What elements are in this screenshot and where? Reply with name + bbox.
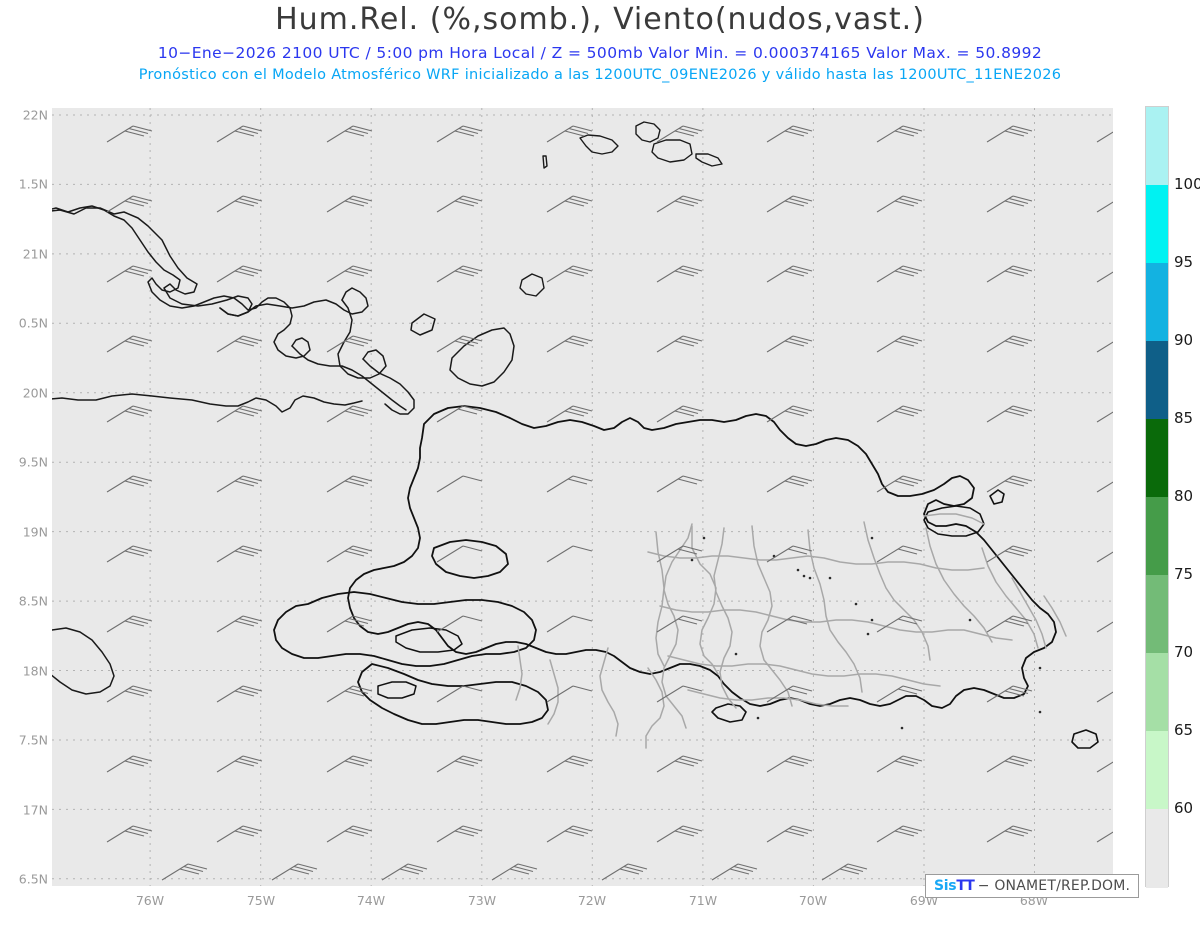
y-tick-label: 17N xyxy=(22,802,48,818)
y-tick-label: 18N xyxy=(22,663,48,679)
cuba-coastline xyxy=(52,205,407,411)
colorbar-segment-75-80 xyxy=(1146,497,1168,575)
map-plot-area[interactable] xyxy=(52,108,1113,886)
x-tick-label: 75W xyxy=(246,893,276,908)
y-tick-label: 7.5N xyxy=(18,732,48,748)
y-tick-label: 20N xyxy=(22,385,48,401)
x-tick-label: 73W xyxy=(467,893,497,908)
x-tick-label: 71W xyxy=(688,893,718,908)
colorbar-tick-75: 75 xyxy=(1174,565,1194,583)
y-tick-label: 1.5N xyxy=(18,176,48,192)
colorbar-tick-60: 60 xyxy=(1174,799,1194,817)
colorbar-tick-70: 70 xyxy=(1174,643,1194,661)
dr-coast-details xyxy=(711,489,1099,749)
subtitle-run-info: 10−Ene−2026 2100 UTC / 5:00 pm Hora Loca… xyxy=(157,44,1043,62)
attribution-box: Sis TT − ONAMET/REP.DOM. xyxy=(925,874,1140,898)
x-tick-label: 74W xyxy=(356,893,386,908)
haiti-peninsulas xyxy=(273,539,549,725)
page-title: Hum.Rel. (%,somb.), Viento(nudos,vast.) xyxy=(275,2,925,37)
hispaniola-coastline xyxy=(347,405,1057,709)
colorbar-segment-60-65 xyxy=(1146,731,1168,809)
colorbar-segment-65-70 xyxy=(1146,653,1168,731)
y-tick-label: 8.5N xyxy=(18,593,48,609)
colorbar-tick-80: 80 xyxy=(1174,487,1194,505)
y-tick-label: 22N xyxy=(22,107,48,123)
logo-tt-text: TT xyxy=(956,878,974,894)
colorbar[interactable] xyxy=(1145,106,1169,888)
province-boundaries xyxy=(515,513,1067,749)
y-tick-label: 21N xyxy=(22,246,48,262)
logo-sis-text: Sis xyxy=(934,878,957,894)
gonave-island xyxy=(377,627,463,699)
y-tick-label: 0.5N xyxy=(18,315,48,331)
subtitle-model-info: Pronóstico con el Modelo Atmosférico WRF… xyxy=(138,67,1062,83)
colorbar-segment-100-plus xyxy=(1146,107,1168,185)
colorbar-segment-80-85 xyxy=(1146,419,1168,497)
colorbar-tick-65: 65 xyxy=(1174,721,1194,739)
colorbar-tick-95: 95 xyxy=(1174,253,1194,271)
map-gridlines xyxy=(52,108,1113,886)
colorbar-tick-90: 90 xyxy=(1174,331,1194,349)
bahamas-islands xyxy=(519,121,723,297)
colorbar-segment-70-75 xyxy=(1146,575,1168,653)
x-tick-label: 72W xyxy=(577,893,607,908)
colorbar-tick-85: 85 xyxy=(1174,409,1194,427)
y-tick-label: 19N xyxy=(22,524,48,540)
colorbar-tick-100: 100 xyxy=(1174,175,1200,193)
logo-org-text: − ONAMET/REP.DOM. xyxy=(977,878,1131,894)
colorbar-segment-95-100 xyxy=(1146,185,1168,263)
map-background xyxy=(52,108,1113,886)
y-tick-label: 6.5N xyxy=(18,871,48,887)
x-tick-label: 76W xyxy=(135,893,165,908)
jamaica-coastline xyxy=(52,627,115,695)
colorbar-segment-below-60 xyxy=(1146,809,1168,888)
colorbar-segment-85-90 xyxy=(1146,341,1168,419)
colorbar-segment-90-95 xyxy=(1146,263,1168,341)
y-tick-label: 9.5N xyxy=(18,454,48,470)
great-inagua-island xyxy=(410,313,515,387)
x-tick-label: 70W xyxy=(798,893,828,908)
city-dots xyxy=(690,536,1042,730)
